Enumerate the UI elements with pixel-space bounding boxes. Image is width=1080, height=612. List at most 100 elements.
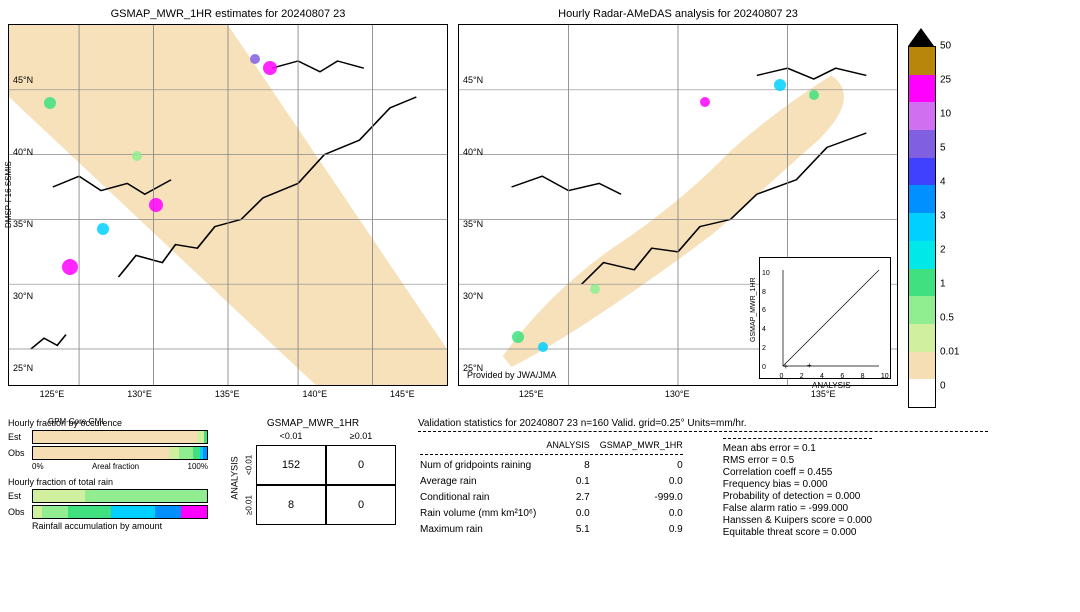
sensor-left-label: DMSP-F16 SSMIS bbox=[4, 161, 13, 228]
rainfall-footer: Rainfall accumulation by amount bbox=[32, 521, 208, 531]
fraction-segment bbox=[33, 447, 169, 459]
stats-val-b: 0.0 bbox=[600, 507, 691, 521]
colorbar-tick-label: 0 bbox=[940, 381, 946, 392]
stat-val: 0.000 bbox=[835, 491, 860, 502]
ct-title: GSMAP_MWR_1HR bbox=[228, 418, 398, 429]
stats-row-label: Rain volume (mm km²10⁶) bbox=[420, 507, 544, 521]
fraction-segment bbox=[33, 506, 42, 518]
stats-title: Validation statistics for 20240807 23 n=… bbox=[418, 418, 988, 429]
scatter-ytick: 4 bbox=[762, 326, 766, 333]
ct-col-header: <0.01 bbox=[256, 431, 326, 445]
scatter-ytick: 0 bbox=[762, 364, 766, 371]
stats-val-b: 0.9 bbox=[600, 523, 691, 537]
x-tick-label: 135°E bbox=[215, 389, 240, 399]
y-tick-label: 35°N bbox=[13, 219, 33, 229]
right-map-title: Hourly Radar-AMeDAS analysis for 2024080… bbox=[458, 8, 898, 20]
scatter-xtick: 0 bbox=[780, 373, 784, 380]
stats-val-a: 0.0 bbox=[546, 507, 597, 521]
scatter-ytick: 10 bbox=[762, 270, 770, 277]
fraction-row-label: Obs bbox=[8, 507, 32, 517]
x-tick-label: 125°E bbox=[519, 389, 544, 399]
colorbar-segment bbox=[909, 324, 935, 352]
occurrence-title: Hourly fraction by occurence bbox=[8, 418, 208, 428]
colorbar-segment bbox=[909, 47, 935, 75]
colorbar-tick-label: 1 bbox=[940, 279, 946, 290]
stats-val-a: 0.1 bbox=[546, 474, 597, 488]
axis-0: 0% bbox=[32, 462, 44, 471]
colorbar-arrow-icon bbox=[908, 28, 934, 46]
stat-pair: Equitable threat score = 0.000 bbox=[723, 527, 872, 538]
left-map-title: GSMAP_MWR_1HR estimates for 20240807 23 bbox=[8, 8, 448, 20]
scatter-ytick: 6 bbox=[762, 307, 766, 314]
y-tick-label: 40°N bbox=[13, 147, 33, 157]
colorbar-segment bbox=[909, 158, 935, 186]
fraction-segment bbox=[179, 447, 193, 459]
precip-blob bbox=[538, 342, 548, 352]
colorbar-tick-label: 2 bbox=[940, 245, 946, 256]
ct-blank bbox=[242, 431, 256, 445]
fraction-bar bbox=[32, 489, 208, 503]
colorbar-tick-label: 10 bbox=[940, 109, 951, 120]
ct-col-header: ≥0.01 bbox=[326, 431, 396, 445]
stat-pair: RMS error = 0.5 bbox=[723, 455, 872, 466]
dashboard: GSMAP_MWR_1HR estimates for 20240807 23 bbox=[8, 8, 1072, 539]
y-tick-label: 30°N bbox=[463, 291, 483, 301]
stats-val-b: 0.0 bbox=[600, 474, 691, 488]
fraction-row: Obs bbox=[8, 505, 208, 519]
stat-val: 0.000 bbox=[847, 515, 872, 526]
stat-key: Mean abs error = bbox=[723, 443, 799, 454]
colorbar-tick-label: 4 bbox=[940, 177, 946, 188]
precip-blob bbox=[97, 223, 109, 235]
colorbar-segment bbox=[909, 130, 935, 158]
stat-key: Hanssen & Kuipers score = bbox=[723, 515, 844, 526]
fraction-segment bbox=[169, 447, 179, 459]
y-tick-label: 45°N bbox=[463, 75, 483, 85]
colorbar-tick-label: 25 bbox=[940, 75, 951, 86]
ct-cell: 0 bbox=[326, 485, 396, 525]
scatter-xtick: 2 bbox=[800, 373, 804, 380]
fraction-row-label: Est bbox=[8, 491, 32, 501]
colorbar-tick-label: 3 bbox=[940, 211, 946, 222]
x-tick-label: 135°E bbox=[811, 389, 836, 399]
fraction-row-label: Obs bbox=[8, 448, 32, 458]
scatter-xtick: 8 bbox=[861, 373, 865, 380]
colorbar-segment bbox=[909, 213, 935, 241]
ct-side-label: ANALYSIS bbox=[230, 456, 240, 499]
axis-100: 100% bbox=[188, 462, 208, 471]
fraction-segment bbox=[203, 447, 206, 459]
colorbar-tick-label: 0.01 bbox=[940, 347, 959, 358]
stat-val: 0.455 bbox=[807, 467, 832, 478]
stat-key: False alarm ratio = bbox=[723, 503, 806, 514]
precip-blob bbox=[149, 198, 163, 212]
scatter-ylabel: GSMAP_MWR_1HR bbox=[750, 277, 757, 342]
right-map-frame: Provided by JWA/JMA 00224466881010ANALYS… bbox=[458, 24, 898, 386]
precip-blob bbox=[512, 331, 524, 343]
stats-row-label: Maximum rain bbox=[420, 523, 544, 537]
scatter-inset: 00224466881010ANALYSISGSMAP_MWR_1HR++ bbox=[759, 257, 891, 379]
scatter-ytick: 2 bbox=[762, 345, 766, 352]
stat-key: Equitable threat score = bbox=[723, 527, 829, 538]
y-tick-label: 25°N bbox=[463, 363, 483, 373]
colorbar-segment bbox=[909, 75, 935, 103]
colorbar-labels: 502510543210.50.010 bbox=[936, 46, 976, 406]
colorbar-bar bbox=[908, 46, 936, 408]
stats-pairs: Mean abs error = 0.1RMS error = 0.5Corre… bbox=[723, 436, 872, 539]
stat-pair: False alarm ratio = -999.000 bbox=[723, 503, 872, 514]
left-map-svg bbox=[9, 25, 447, 385]
contingency-table: GSMAP_MWR_1HR ANALYSIS <0.01≥0.01<0.0115… bbox=[228, 418, 398, 539]
fraction-block: Hourly fraction by occurence EstObs 0% A… bbox=[8, 418, 208, 539]
stat-val: 0.1 bbox=[802, 443, 816, 454]
scatter-xtick: 6 bbox=[840, 373, 844, 380]
fraction-segment bbox=[33, 490, 85, 502]
fraction-segment bbox=[197, 431, 204, 443]
precip-blob bbox=[250, 54, 260, 64]
stats-row-label: Average rain bbox=[420, 474, 544, 488]
colorbar-segment bbox=[909, 241, 935, 269]
x-tick-label: 125°E bbox=[40, 389, 65, 399]
colorbar-tick-label: 5 bbox=[940, 143, 946, 154]
stats-val-a: 8 bbox=[546, 458, 597, 472]
stats-row-label: Num of gridpoints raining bbox=[420, 458, 544, 472]
ct-grid: <0.01≥0.01<0.011520≥0.0180 bbox=[242, 431, 396, 525]
stats-val-b: 0 bbox=[600, 458, 691, 472]
fraction-segment bbox=[111, 506, 155, 518]
